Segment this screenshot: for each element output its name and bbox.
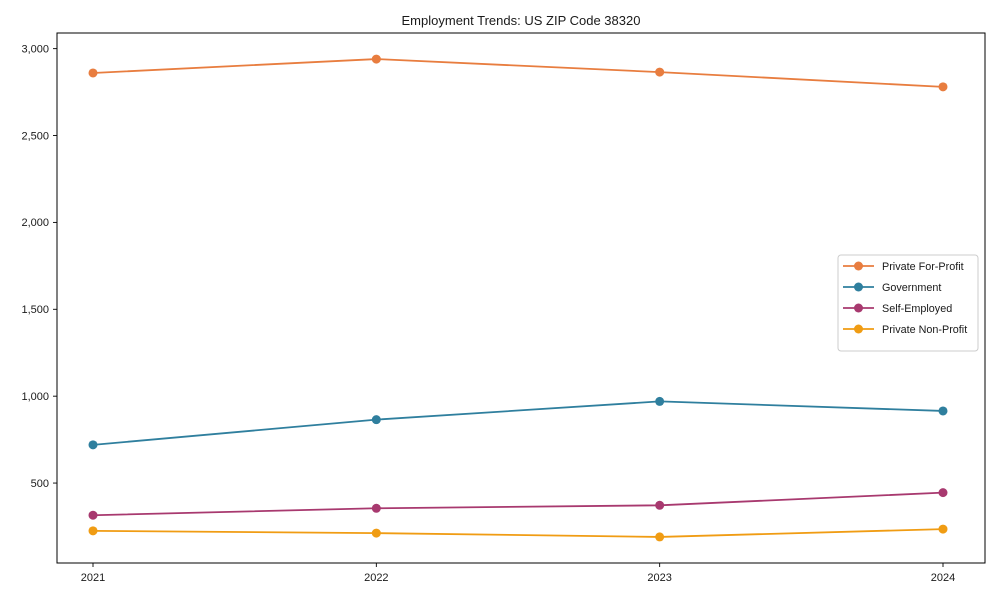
legend-box xyxy=(837,254,979,352)
data-point-marker xyxy=(655,67,665,77)
y-tick-label: 2,500 xyxy=(21,130,49,142)
legend-label: Self-Employed xyxy=(882,303,952,315)
data-point-marker xyxy=(938,82,948,92)
data-point-marker xyxy=(88,526,98,536)
chart-title: Employment Trends: US ZIP Code 38320 xyxy=(402,13,641,28)
series-layer xyxy=(88,54,948,542)
data-point-marker xyxy=(938,524,948,534)
data-point-marker xyxy=(88,510,98,520)
y-tick-label: 1,500 xyxy=(21,304,49,316)
legend-marker xyxy=(854,261,863,271)
legend-item: Private For-Profit xyxy=(843,261,964,273)
legend-label: Private For-Profit xyxy=(882,261,964,273)
series-line-self-employed xyxy=(92,491,944,517)
data-point-marker xyxy=(655,532,665,542)
y-tick-label: 1,000 xyxy=(21,391,49,403)
data-point-marker xyxy=(371,54,381,64)
x-tick-label: 2022 xyxy=(364,572,388,584)
data-point-marker xyxy=(371,503,381,513)
y-tick-label: 2,000 xyxy=(21,217,49,229)
data-point-marker xyxy=(655,500,665,510)
legend-label: Government xyxy=(882,282,941,294)
data-point-marker xyxy=(938,406,948,416)
legend-label: Private Non-Profit xyxy=(882,324,967,336)
series-line-private-for-profit xyxy=(92,58,944,88)
legend-item: Private Non-Profit xyxy=(843,324,967,336)
data-point-marker xyxy=(88,68,98,78)
data-point-marker xyxy=(88,440,98,450)
data-point-marker xyxy=(371,528,381,538)
legend-marker xyxy=(854,324,863,334)
legend-marker xyxy=(854,303,863,313)
y-tick-label: 500 xyxy=(31,478,49,490)
plot-frame xyxy=(56,32,986,564)
y-tick-label: 3,000 xyxy=(21,43,49,55)
data-point-marker xyxy=(371,415,381,425)
legend-item: Government xyxy=(843,282,941,294)
x-tick-label: 2024 xyxy=(931,572,955,584)
series-line-government xyxy=(92,400,944,446)
x-tick-label: 2023 xyxy=(647,572,671,584)
axes-layer: 500 1,000 1,500 2,000 2,500 3,000 2021 2022 2023… xyxy=(21,43,955,584)
x-tick-label: 2021 xyxy=(81,572,105,584)
legend-marker xyxy=(854,282,863,292)
series-line-private-non-profit xyxy=(92,528,944,538)
data-point-marker xyxy=(655,396,665,406)
legend-item: Self-Employed xyxy=(843,303,952,315)
legend-layer: Private For-Profit Government Self-Employe… xyxy=(837,254,979,352)
data-point-marker xyxy=(938,488,948,498)
